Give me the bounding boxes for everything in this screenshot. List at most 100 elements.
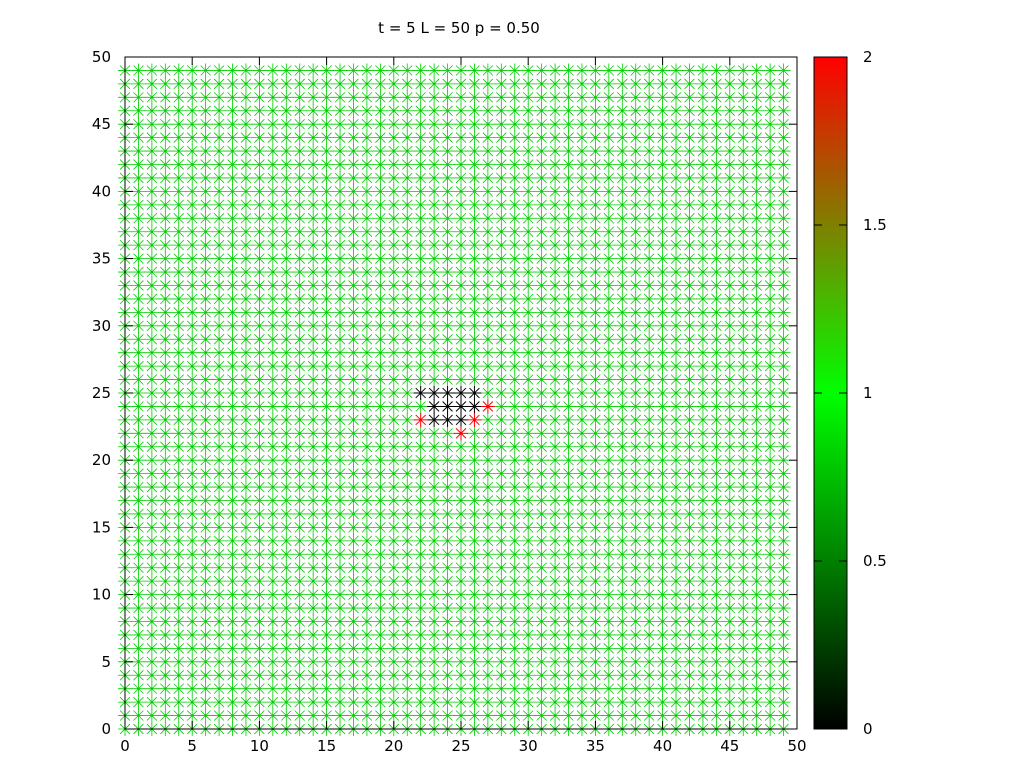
lattice-point xyxy=(480,386,495,400)
lattice-point xyxy=(521,695,536,710)
lattice-point xyxy=(225,224,240,239)
lattice-point xyxy=(238,520,253,535)
lattice-point xyxy=(198,695,213,710)
lattice-point xyxy=(265,157,280,172)
lattice-point xyxy=(131,627,146,642)
lattice-point xyxy=(763,278,778,293)
lattice-point xyxy=(534,695,549,710)
lattice-point xyxy=(736,708,751,723)
lattice-point xyxy=(359,695,374,710)
x-axis: 0 5 10 15 20 25 30 35 40 45 50 xyxy=(120,57,807,755)
lattice-point xyxy=(548,278,563,293)
lattice-point xyxy=(574,157,589,172)
lattice-point xyxy=(333,654,348,669)
lattice-point xyxy=(534,574,549,589)
lattice-point xyxy=(238,426,253,441)
lattice-point xyxy=(507,305,522,320)
lattice-point xyxy=(185,184,200,199)
lattice-point xyxy=(709,453,724,468)
lattice-point xyxy=(467,63,482,78)
lattice-point xyxy=(682,654,697,669)
lattice-point xyxy=(480,426,495,441)
lattice-point xyxy=(561,359,576,374)
lattice-point xyxy=(185,412,200,427)
lattice-point xyxy=(467,654,482,669)
lattice-point xyxy=(171,587,186,602)
lattice-point xyxy=(400,359,415,374)
lattice-point xyxy=(776,251,791,266)
lattice-point xyxy=(749,480,764,495)
lattice-point xyxy=(776,493,791,508)
lattice-point xyxy=(642,117,657,132)
lattice-point xyxy=(588,587,603,602)
lattice-point xyxy=(265,641,280,656)
lattice-point xyxy=(588,412,603,427)
lattice-point xyxy=(709,533,724,548)
lattice-point xyxy=(669,359,684,374)
lattice-point xyxy=(252,130,267,145)
lattice-point xyxy=(158,506,173,521)
lattice-point xyxy=(601,76,616,91)
lattice-point xyxy=(252,224,267,239)
lattice-point xyxy=(695,332,710,347)
lattice-point xyxy=(695,170,710,185)
lattice-point xyxy=(763,493,778,508)
lattice-point xyxy=(198,63,213,78)
lattice-point xyxy=(776,359,791,374)
lattice-point xyxy=(480,506,495,521)
lattice-point xyxy=(252,533,267,548)
lattice-point xyxy=(198,506,213,521)
lattice-point xyxy=(400,641,415,656)
lattice-point xyxy=(333,197,348,212)
lattice-point xyxy=(709,386,724,400)
lattice-point xyxy=(359,466,374,481)
lattice-point xyxy=(628,90,643,105)
lattice-point xyxy=(225,278,240,293)
lattice-point xyxy=(306,533,321,548)
lattice-point xyxy=(427,547,442,562)
lattice-point xyxy=(642,654,657,669)
lattice-point xyxy=(601,601,616,616)
lattice-point xyxy=(144,506,159,521)
lattice-point xyxy=(507,412,522,427)
lattice-point xyxy=(212,265,227,280)
lattice-point xyxy=(480,197,495,212)
lattice-point xyxy=(655,439,670,454)
lattice-point xyxy=(588,533,603,548)
lattice-point xyxy=(144,520,159,535)
lattice-point xyxy=(413,184,428,199)
lattice-point xyxy=(534,560,549,575)
lattice-point xyxy=(494,63,509,78)
lattice-point xyxy=(198,130,213,145)
lattice-point xyxy=(588,399,603,414)
lattice-point xyxy=(615,157,630,172)
lattice-point xyxy=(238,372,253,387)
lattice-point xyxy=(413,574,428,589)
lattice-point xyxy=(763,695,778,710)
lattice-point xyxy=(158,641,173,656)
lattice-point xyxy=(480,211,495,226)
y-tick-label: 25 xyxy=(92,384,111,402)
lattice-point xyxy=(776,103,791,118)
lattice-point xyxy=(185,63,200,78)
lattice-point xyxy=(615,211,630,226)
lattice-point xyxy=(695,627,710,642)
lattice-point xyxy=(642,574,657,589)
lattice-point xyxy=(359,359,374,374)
lattice-point xyxy=(494,439,509,454)
lattice-point xyxy=(615,399,630,414)
lattice-point xyxy=(534,197,549,212)
lattice-point xyxy=(467,197,482,212)
lattice-point xyxy=(548,386,563,400)
lattice-point xyxy=(212,695,227,710)
lattice-point xyxy=(548,426,563,441)
lattice-point xyxy=(615,439,630,454)
lattice-point xyxy=(185,453,200,468)
lattice-point xyxy=(306,641,321,656)
lattice-point xyxy=(238,547,253,562)
lattice-point xyxy=(642,332,657,347)
lattice-point xyxy=(588,318,603,333)
lattice-point xyxy=(319,547,334,562)
lattice-point xyxy=(265,480,280,495)
